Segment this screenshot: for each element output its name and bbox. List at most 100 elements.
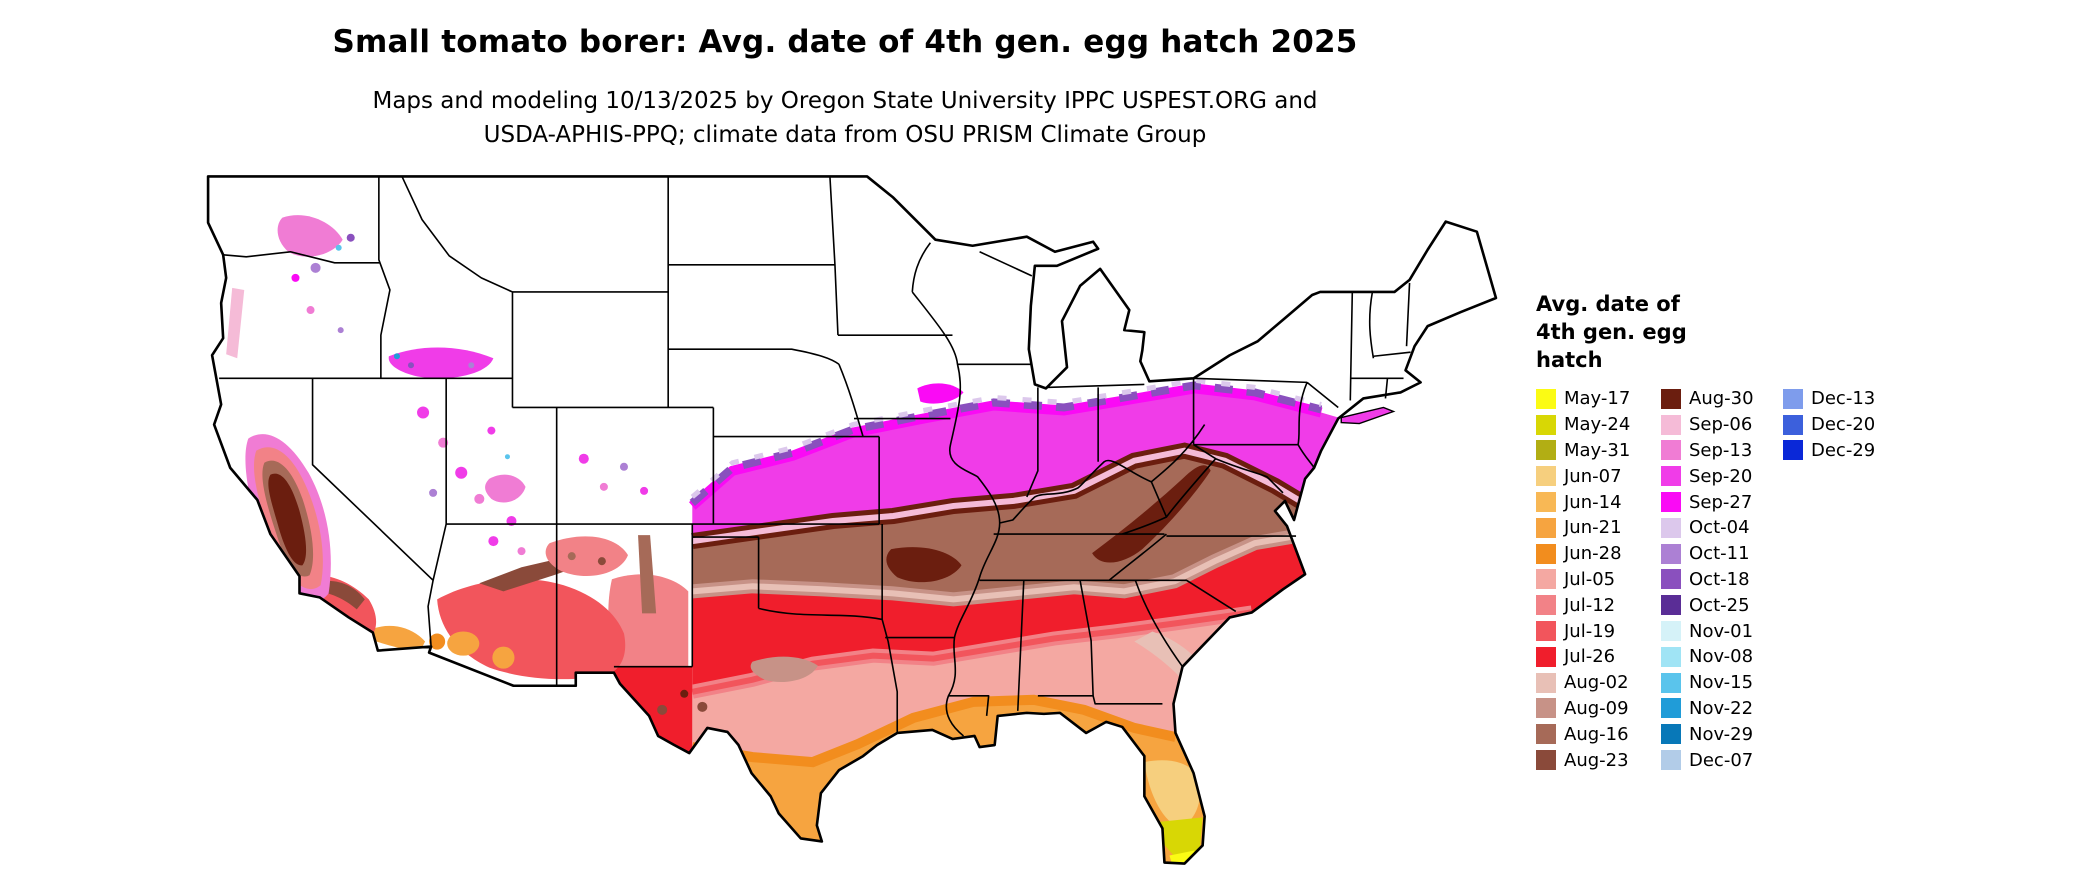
state-borders xyxy=(219,176,1411,737)
legend-title-line-2: 4th gen. egg xyxy=(1536,320,1687,344)
legend-swatch-Jun-21 xyxy=(1536,517,1556,538)
legend-entry: Aug-23 xyxy=(1536,747,1630,773)
co-dot-2 xyxy=(599,482,608,491)
wtx-brown-dot-1 xyxy=(657,704,668,715)
ca-valley-maroon-core xyxy=(268,473,307,566)
four-corners-brown-dot-1 xyxy=(567,552,576,561)
legend-entry: Jul-12 xyxy=(1536,592,1630,618)
band-july-early-pink xyxy=(692,612,1252,763)
or-dot-1 xyxy=(306,306,315,315)
blue-speck-2 xyxy=(393,353,400,360)
legend-title: Avg. date of 4th gen. egg hatch xyxy=(1536,290,2096,374)
nm-red-patch xyxy=(608,574,689,667)
blue-speck-3 xyxy=(504,454,510,460)
legend-entry: Dec-13 xyxy=(1783,386,1875,412)
legend-label: Sep-13 xyxy=(1689,439,1753,461)
legend-label: Jul-26 xyxy=(1564,646,1616,668)
legend-label: Jun-14 xyxy=(1564,491,1622,513)
band-august-brown xyxy=(692,450,1326,600)
legend-label: Sep-06 xyxy=(1689,414,1753,436)
strip-aug02 xyxy=(692,533,1297,603)
wtx-brown-dot-2 xyxy=(697,701,708,712)
legend-swatch-Jun-28 xyxy=(1536,543,1556,564)
legend-label: Oct-18 xyxy=(1689,568,1750,590)
az-magenta-dot-2 xyxy=(517,547,526,556)
legend-label: Jul-19 xyxy=(1564,620,1616,642)
legend-entry: Dec-07 xyxy=(1661,747,1754,773)
nm-mountain-ridge xyxy=(638,535,657,614)
legend-entry: Sep-20 xyxy=(1661,463,1754,489)
legend-label: May-31 xyxy=(1564,439,1631,461)
co-dot-3 xyxy=(619,462,628,471)
legend-label: Nov-22 xyxy=(1689,697,1754,719)
legend-label: Sep-20 xyxy=(1689,465,1753,487)
wisconsin-magenta-pocket xyxy=(917,383,964,404)
legend-entry: Aug-30 xyxy=(1661,386,1754,412)
legend-entry: Jun-14 xyxy=(1536,489,1630,515)
legend-column-2: Aug-30 Sep-06 Sep-13 Sep-20 Sep-27 Oct-04 Oct-… xyxy=(1661,386,1754,773)
imperial-orange-patch xyxy=(370,625,426,654)
long-island xyxy=(1340,406,1396,425)
subtitle-line-1: Maps and modeling 10/13/2025 by Oregon S… xyxy=(372,88,1318,114)
legend-label: Nov-08 xyxy=(1689,646,1754,668)
legend-swatch-Sep-06 xyxy=(1661,414,1681,435)
or-dot-2 xyxy=(337,327,344,334)
legend-label: Nov-01 xyxy=(1689,620,1754,642)
legend-swatch-Dec-29 xyxy=(1783,440,1803,461)
legend-swatch-May-24 xyxy=(1536,414,1556,435)
socal-orange-dot xyxy=(335,624,350,639)
legend-swatch-Dec-07 xyxy=(1661,750,1681,771)
legend-label: Jun-07 xyxy=(1564,465,1622,487)
legend-entry: Nov-22 xyxy=(1661,696,1754,722)
legend-entry: Nov-08 xyxy=(1661,644,1754,670)
snake-purple-dot-1 xyxy=(407,362,415,369)
legend-entry: Jul-05 xyxy=(1536,567,1630,593)
legend-title-line-1: Avg. date of xyxy=(1536,292,1680,316)
nv-dot-6 xyxy=(487,426,496,435)
legend-entry: Aug-16 xyxy=(1536,721,1630,747)
ut-magenta-patch xyxy=(485,474,526,503)
legend-label: Dec-29 xyxy=(1811,439,1876,461)
page-title: Small tomato borer: Avg. date of 4th gen… xyxy=(332,24,1358,60)
legend-entry: May-17 xyxy=(1536,386,1630,412)
legend-swatch-Jul-05 xyxy=(1536,569,1556,590)
legend-label: Nov-15 xyxy=(1689,672,1754,694)
legend-swatch-Aug-16 xyxy=(1536,724,1556,745)
page-subtitle: Maps and modeling 10/13/2025 by Oregon S… xyxy=(0,84,1690,152)
four-corners-brown-dot-2 xyxy=(597,557,606,566)
legend-label: Aug-16 xyxy=(1564,723,1629,745)
legend-entry: Jun-21 xyxy=(1536,515,1630,541)
legend-entry: Aug-02 xyxy=(1536,670,1630,696)
legend-label: Dec-20 xyxy=(1811,414,1876,436)
florida-jun07-patch xyxy=(1144,760,1201,828)
legend-entry: Oct-18 xyxy=(1661,567,1754,593)
legend-label: Dec-13 xyxy=(1811,388,1876,410)
legend-label: Sep-27 xyxy=(1689,491,1753,513)
legend-swatch-Jul-26 xyxy=(1536,646,1556,667)
legend-entry: Oct-11 xyxy=(1661,541,1754,567)
snake-purple-dot-2 xyxy=(468,362,475,369)
ewash-magenta-patch xyxy=(277,215,343,257)
legend-entry: Aug-09 xyxy=(1536,696,1630,722)
yuma-orange-blob xyxy=(429,633,446,650)
legend-swatch-Sep-20 xyxy=(1661,466,1681,487)
legend-entry: Jun-28 xyxy=(1536,541,1630,567)
legend-swatch-Oct-18 xyxy=(1661,569,1681,590)
legend-label: Nov-29 xyxy=(1689,723,1754,745)
legend-label: Aug-30 xyxy=(1689,388,1754,410)
ewash-magenta-dot xyxy=(291,273,300,282)
legend-entry: May-31 xyxy=(1536,438,1630,464)
legend-swatch-Nov-22 xyxy=(1661,698,1681,719)
legend-swatch-Nov-08 xyxy=(1661,646,1681,667)
legend-swatch-Jun-14 xyxy=(1536,492,1556,513)
appalachia-maroon-patch xyxy=(1092,465,1211,563)
legend-swatch-Nov-01 xyxy=(1661,621,1681,642)
legend-label: Oct-25 xyxy=(1689,594,1750,616)
subtitle-line-2: USDA-APHIS-PPQ; climate data from OSU PR… xyxy=(483,122,1207,148)
legend-entry: Nov-15 xyxy=(1661,670,1754,696)
legend-swatch-May-31 xyxy=(1536,440,1556,461)
legend-swatch-Oct-04 xyxy=(1661,517,1681,538)
az-magenta-dot-1 xyxy=(488,536,499,547)
legend-swatch-Jul-12 xyxy=(1536,595,1556,616)
ewash-purple-dot-1 xyxy=(310,262,321,273)
